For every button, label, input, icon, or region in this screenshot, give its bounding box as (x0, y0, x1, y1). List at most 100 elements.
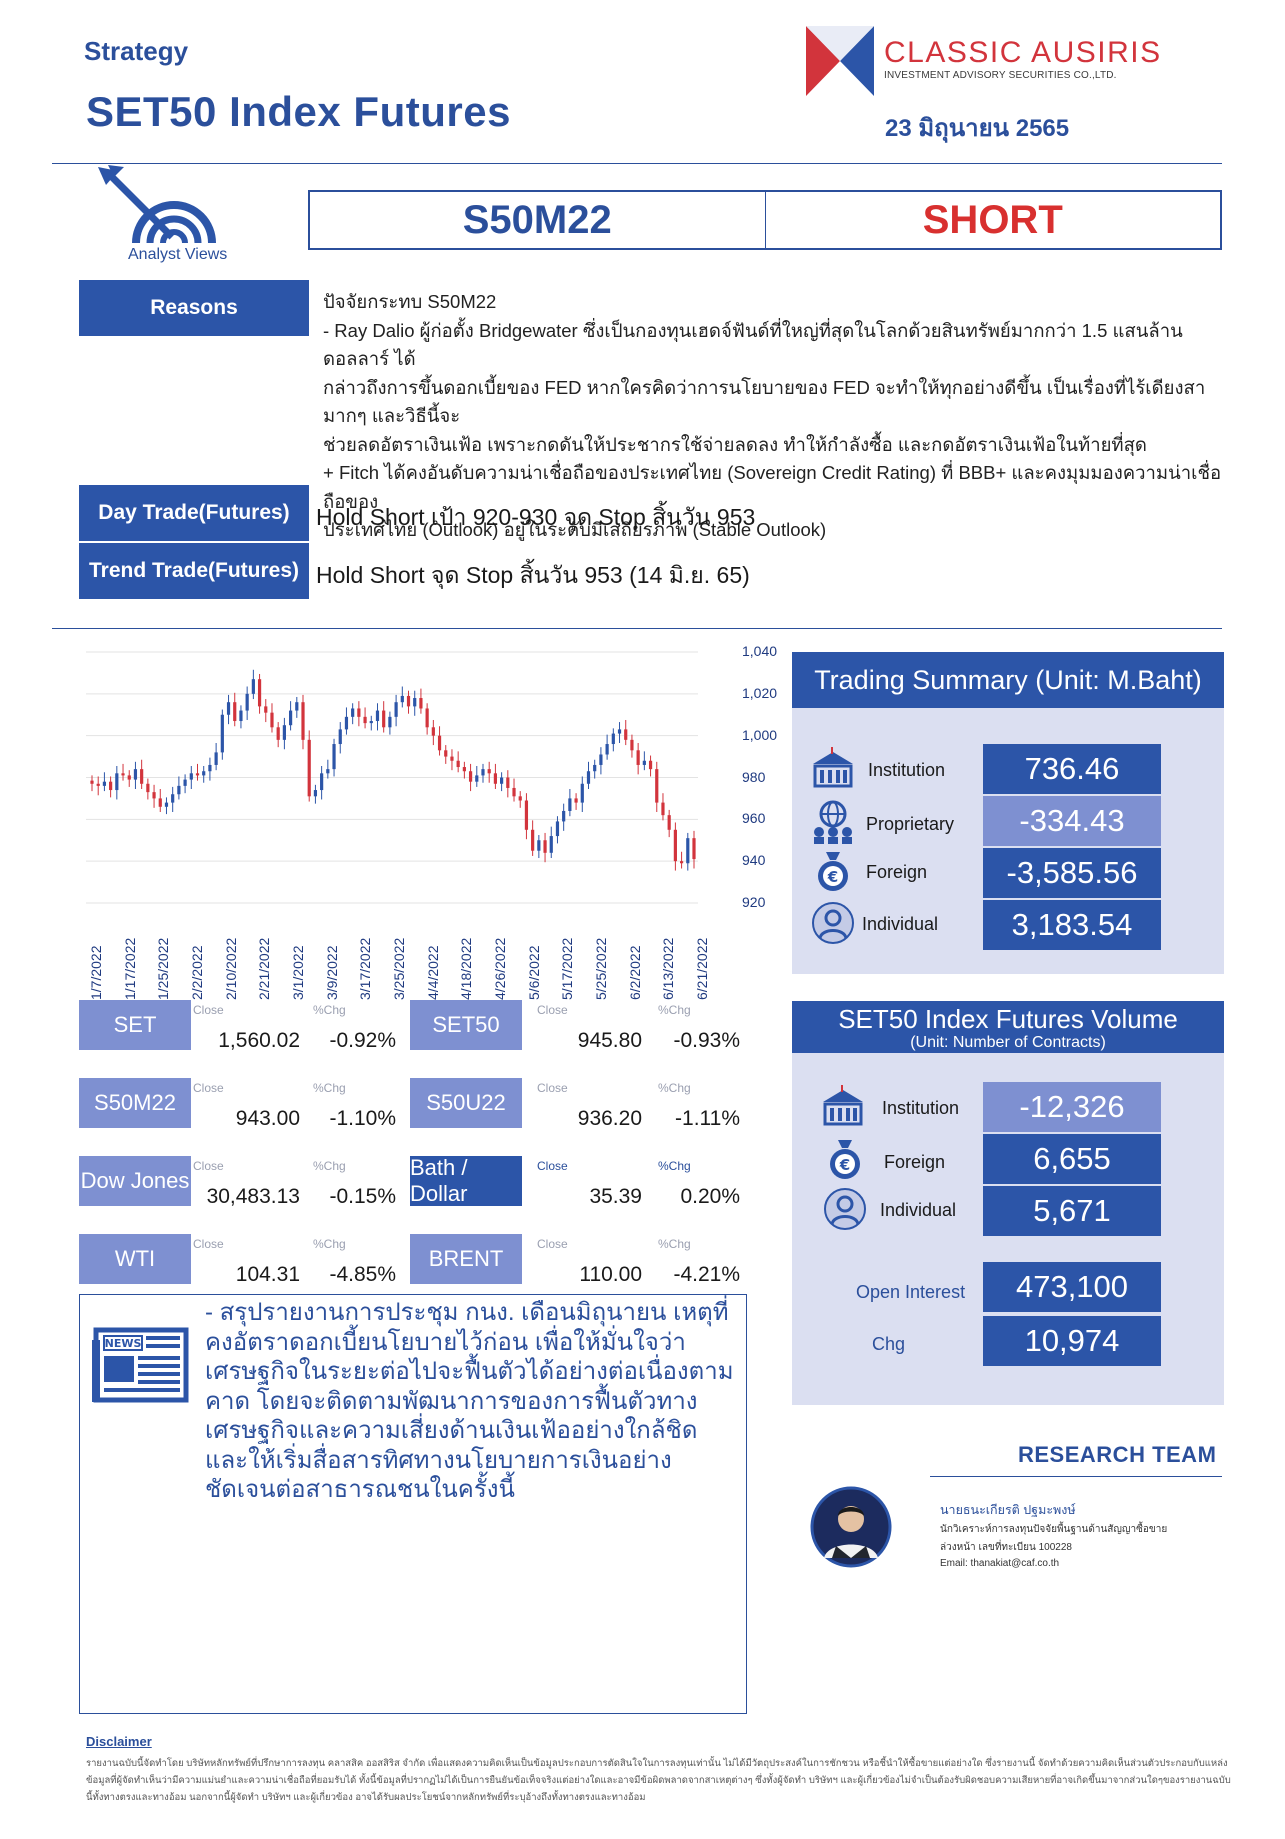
candle-body (667, 815, 671, 830)
candle-body (450, 756, 454, 761)
market-chg-value: -4.21% (673, 1263, 740, 1286)
report-title: SET50 Index Futures (86, 88, 511, 135)
x-tick-label: 1/25/2022 (155, 937, 172, 1000)
market-close-value: 110.00 (579, 1263, 642, 1286)
candle-body (264, 706, 268, 713)
building-icon (823, 1085, 863, 1126)
candle-body (593, 764, 597, 772)
market-close-value: 945.80 (577, 1029, 642, 1052)
candle-body (288, 710, 293, 726)
chart-labels: 1,040 1,020 1,000 980 960 940 920 1/7/2022 1/17/… (0, 0, 777, 1000)
brand-logo-icon (806, 26, 874, 96)
candle-body (419, 698, 423, 709)
candle-body (313, 790, 318, 797)
x-tick-label: 3/25/2022 (391, 937, 407, 1000)
candle-body (282, 725, 286, 740)
candle-body (586, 771, 591, 784)
report-date: 23 มิถุนายน 2565 (885, 115, 1070, 142)
market-close-value: 936.20 (577, 1107, 642, 1130)
market-name: Bath / Dollar (410, 1155, 522, 1206)
x-tick-label: 6/21/2022 (694, 937, 710, 1000)
trading-summary-title: Trading Summary (Unit: M.Baht) (792, 652, 1224, 708)
candle-body (233, 702, 237, 722)
candle-body (363, 716, 367, 724)
market-name: BRENT (410, 1234, 522, 1284)
candle-body (388, 716, 392, 728)
vol-institution-value: -12,326 (983, 1082, 1161, 1132)
newspaper-icon: NEWS (92, 1327, 189, 1403)
candle-body (686, 838, 690, 864)
candle-body (468, 771, 473, 782)
open-interest-value: 473,100 (983, 1262, 1161, 1312)
day-trade-text: Hold Short เป้า 920-930 จุด Stop สิ้นวัน… (316, 504, 756, 530)
day-trade-label: Day Trade(Futures) (79, 485, 309, 541)
candle-body (394, 702, 398, 717)
x-tick-label: 2/10/2022 (222, 937, 239, 1000)
market-chg-value: -1.10% (329, 1107, 396, 1130)
candle-body (183, 779, 187, 786)
market-close-label: Close (537, 1081, 568, 1095)
candle-body (369, 721, 373, 724)
candle-body (624, 729, 628, 740)
candle-body (605, 744, 609, 755)
disclaimer-title: Disclaimer (86, 1734, 152, 1749)
candle-body (146, 783, 150, 793)
y-tick-label: 960 (742, 810, 766, 827)
market-name: S50M22 (79, 1078, 191, 1128)
y-tick-label: 920 (742, 894, 766, 910)
market-name: S50U22 (410, 1078, 522, 1128)
candle-body (431, 727, 435, 736)
section-divider (52, 628, 1222, 629)
report-category: Strategy (84, 36, 189, 66)
y-tick-label: 940 (742, 852, 766, 869)
candle-body (226, 702, 231, 715)
x-tick-label: 3/1/2022 (290, 945, 306, 1001)
disclaimer-text: รายงานฉบับนี้จัดทำโดย บริษัทหลักทรัพย์ที… (86, 1758, 1231, 1803)
euro-bag-icon: € (830, 1140, 860, 1179)
candle-body (537, 840, 541, 851)
candle-body (673, 829, 677, 862)
ts-individual-label: Individual (862, 914, 939, 934)
candle-body (214, 752, 218, 765)
candle-body (413, 698, 417, 707)
y-tick-label: 980 (742, 768, 766, 785)
candle-body (543, 840, 547, 853)
trend-trade-label: Trend Trade(Futures) (79, 543, 309, 599)
candle-body (332, 744, 336, 770)
market-chg-label: %Chg (313, 1159, 346, 1173)
candle-body (251, 679, 255, 694)
analyst-name: นายธนะเกียรติ ปฐมะพงษ์ (940, 1503, 1076, 1517)
candle-body (648, 760, 653, 770)
candle-body (487, 769, 491, 774)
candle-body (127, 775, 131, 780)
reasons-line: - Ray Dalio ผู้ก่อตั้ง Bridgewater ซึ่งเ… (323, 319, 1183, 370)
header-divider (52, 163, 1222, 164)
news-text: - สรุปรายงานการประชุม กนง. เดือนมิถุนายน… (205, 1299, 734, 1503)
candle-body (425, 708, 429, 728)
market-name: SET50 (410, 1000, 522, 1050)
market-chg-label: %Chg (658, 1081, 691, 1095)
market-name: Dow Jones (79, 1156, 191, 1206)
candle-body (121, 773, 125, 776)
market-chg-value: -0.92% (329, 1029, 396, 1052)
candle-body (109, 781, 113, 791)
candle-body (456, 760, 460, 768)
candle-body (531, 829, 535, 851)
market-chg-label: %Chg (658, 1003, 691, 1017)
ts-foreign-label: Foreign (866, 862, 928, 882)
analyst-email: Email: thanakiat@caf.co.th (940, 1558, 1060, 1569)
volume-title: SET50 Index Futures Volume (838, 1004, 1178, 1034)
market-close-value: 104.31 (235, 1263, 300, 1286)
candle-body (245, 693, 249, 711)
market-close-label: Close (193, 1003, 224, 1017)
candle-body (444, 750, 448, 757)
candle-body (549, 836, 553, 853)
candle-body (189, 773, 193, 780)
person-icon (812, 902, 854, 944)
candle-body (351, 708, 355, 717)
ts-institution-label: Institution (868, 760, 946, 780)
x-tick-label: 2/2/2022 (189, 945, 205, 1001)
euro-bag-icon: € (818, 852, 848, 891)
market-chg-label: %Chg (313, 1003, 346, 1017)
candle-body (692, 838, 696, 860)
